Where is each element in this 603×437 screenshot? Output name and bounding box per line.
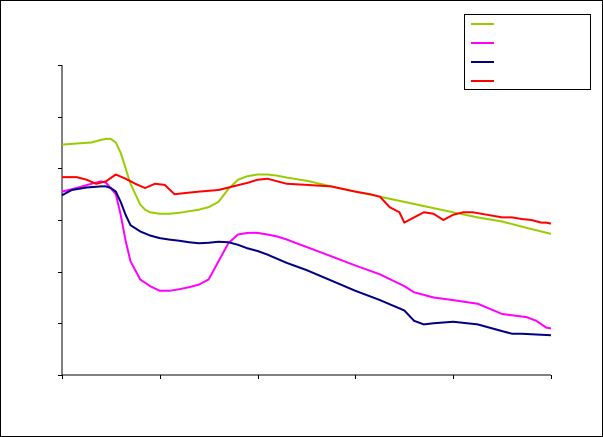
axes <box>58 65 552 379</box>
series-line-3 <box>61 185 552 337</box>
series-line-1 <box>61 137 552 235</box>
legend <box>464 14 591 90</box>
series-line-4 <box>62 173 552 225</box>
series-lines <box>61 137 552 337</box>
legend-box <box>464 14 591 90</box>
series-line-2 <box>61 180 552 330</box>
